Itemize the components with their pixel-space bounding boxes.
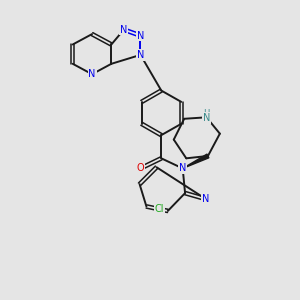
Text: N: N	[137, 50, 144, 60]
Text: N: N	[120, 25, 128, 34]
Text: O: O	[137, 164, 144, 173]
Text: H: H	[203, 109, 210, 118]
Text: N: N	[179, 164, 186, 173]
Text: N: N	[137, 31, 144, 40]
Text: N: N	[88, 69, 96, 79]
Text: Cl: Cl	[155, 204, 164, 214]
Text: N: N	[203, 113, 210, 123]
Text: N: N	[202, 194, 210, 204]
Polygon shape	[183, 154, 209, 168]
